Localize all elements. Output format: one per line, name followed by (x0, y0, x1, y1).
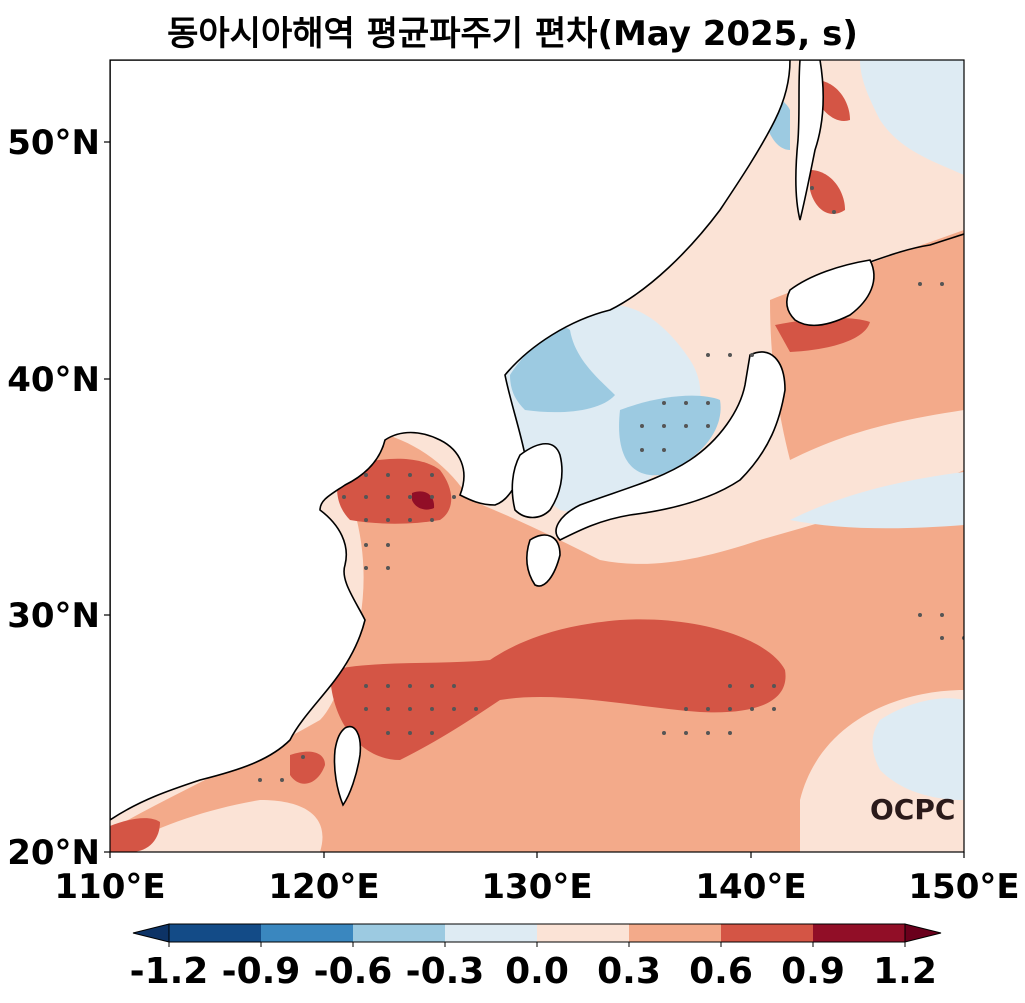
anomaly-field (110, 60, 964, 852)
land-kuril-islands (869, 233, 964, 263)
land-taiwan (333, 725, 362, 807)
colorbar-tick-label: -1.2 (130, 951, 209, 992)
colorbar-tick-label: -0.6 (314, 951, 393, 992)
colorbar-tick-label: 0.9 (781, 951, 845, 992)
x-tick-label: 130°E (481, 867, 592, 907)
anomaly-region-negative-weak-southeast (872, 698, 964, 800)
colorbar-segment (721, 924, 813, 942)
colorbar-tick-label: 0.6 (689, 951, 753, 992)
land-asia-mainland (110, 60, 791, 821)
anomaly-region-positive-strong-southwest (110, 818, 160, 852)
anomaly-region-negative-moderate-eastsea-south (619, 395, 721, 476)
x-axis (109, 852, 965, 858)
colorbar-tick-label: 0.3 (597, 951, 661, 992)
anomaly-region-negative-weak-east (790, 472, 964, 529)
anomaly-region-negative-moderate-eastsea-north (510, 327, 615, 413)
y-tick-label: 20°N (7, 833, 100, 873)
land-japan-kyushu (525, 534, 561, 587)
colorbar-extend-low (132, 923, 170, 943)
colorbar-segment (629, 924, 721, 942)
y-tick-label: 40°N (7, 360, 100, 400)
colorbar-tick-label: 0.0 (505, 951, 569, 992)
y-tick-label: 30°N (7, 596, 100, 636)
y-tick-label: 50°N (7, 123, 100, 163)
map-title: 동아시아해역 평균파주기 편차(May 2025, s) (167, 14, 858, 54)
colorbar-segment (537, 924, 629, 942)
x-tick-label: 110°E (54, 867, 165, 907)
significance-dots (258, 186, 964, 782)
colorbar: -1.2 -0.9 -0.6 -0.3 0.0 0.3 0.6 0.9 1.2 (130, 923, 942, 992)
colorbar-segment (261, 924, 353, 942)
x-tick-label: 120°E (268, 867, 379, 907)
land-japan-honshu (555, 351, 786, 541)
x-tick-label: 140°E (695, 867, 806, 907)
colorbar-segment (169, 924, 261, 942)
anomaly-region-negative-weak-northeast (860, 60, 964, 175)
land-korea (511, 442, 563, 519)
anomaly-region-positive-extreme (412, 491, 435, 510)
ocpc-logo: OCPC (870, 793, 956, 826)
land-japan-hokkaido (785, 259, 875, 327)
colorbar-segment (813, 924, 905, 942)
anomaly-region-positive-strong-hokkaido (775, 318, 870, 352)
colorbar-tick-label: -0.9 (222, 951, 301, 992)
anomaly-region-positive-strong-taiwan-strait (290, 751, 325, 784)
colorbar-extend-high (904, 923, 942, 943)
colorbar-segment (445, 924, 537, 942)
x-tick-label: 150°E (908, 867, 1019, 907)
anomaly-region-positive-strong-south (330, 619, 786, 760)
colorbar-tick-label: 1.2 (873, 951, 937, 992)
land-sakhalin (795, 60, 825, 221)
anomaly-region-positive-strong-sakhalin (810, 170, 845, 214)
colorbar-segment (353, 924, 445, 942)
y-axis (104, 141, 110, 853)
colorbar-tick-label: -0.3 (406, 951, 485, 992)
